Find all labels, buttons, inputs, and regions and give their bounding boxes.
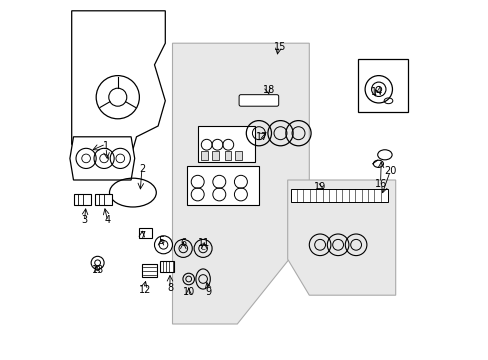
Bar [197, 126, 255, 162]
Text: 8: 8 [166, 283, 173, 293]
Text: 12: 12 [138, 285, 151, 295]
FancyBboxPatch shape [239, 95, 278, 106]
Bar [139, 228, 151, 238]
Text: 13: 13 [92, 265, 104, 275]
Text: 11: 11 [198, 238, 210, 248]
Text: 7: 7 [139, 231, 145, 241]
Text: 20: 20 [384, 166, 396, 176]
Text: 9: 9 [205, 287, 211, 297]
Text: 5: 5 [158, 236, 164, 246]
Bar [224, 151, 231, 160]
Bar [357, 59, 407, 112]
Text: 3: 3 [81, 215, 87, 225]
Bar [142, 264, 157, 277]
Text: 15: 15 [273, 42, 285, 52]
Text: 10: 10 [182, 287, 194, 297]
Polygon shape [172, 43, 309, 324]
Text: 14: 14 [370, 87, 382, 97]
Text: C: C [200, 246, 205, 251]
Bar [201, 151, 207, 160]
Text: 18: 18 [263, 85, 275, 95]
Bar [73, 194, 91, 205]
Bar [160, 261, 174, 272]
Text: 17: 17 [256, 132, 268, 142]
Bar [212, 151, 218, 160]
Polygon shape [287, 180, 395, 295]
Bar [95, 194, 112, 205]
Polygon shape [70, 137, 134, 180]
Text: 19: 19 [313, 182, 325, 192]
Bar [291, 189, 387, 202]
Bar [186, 166, 258, 205]
Text: 16: 16 [374, 179, 386, 189]
Bar [235, 151, 242, 160]
Text: 2: 2 [139, 164, 145, 174]
Text: 6: 6 [180, 238, 186, 248]
Text: 1: 1 [102, 141, 109, 151]
Text: 4: 4 [104, 215, 111, 225]
